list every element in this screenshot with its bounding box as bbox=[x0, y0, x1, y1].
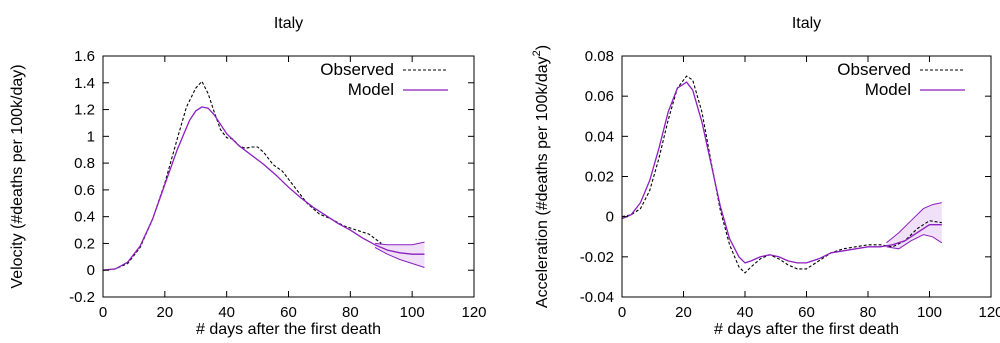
model-confidence-band bbox=[375, 242, 425, 268]
y-axis-label-text: Velocity (#deaths per 100k/day) bbox=[9, 64, 26, 288]
x-tick-label: 20 bbox=[156, 304, 173, 321]
y-tick-label: -0.2 bbox=[69, 289, 95, 306]
y-tick-label: 0.04 bbox=[585, 128, 614, 145]
x-tick-label: 60 bbox=[798, 304, 815, 321]
y-tick-label: 0.02 bbox=[585, 169, 614, 186]
y-axis-label-superscript: 2 bbox=[531, 50, 543, 56]
y-axis-label: Velocity (#deaths per 100k/day) bbox=[9, 64, 26, 288]
x-tick-label: 20 bbox=[675, 304, 692, 321]
y-tick-label: 0.06 bbox=[585, 88, 614, 105]
y-tick-label: 1.4 bbox=[74, 75, 95, 92]
series-line-model bbox=[621, 81, 942, 264]
y-axis-label: Acceleration (#deaths per 100k/day2) bbox=[531, 45, 551, 308]
y-tick-label: 0.8 bbox=[74, 155, 95, 172]
y-tick-label: 1.6 bbox=[74, 48, 95, 65]
x-tick-label: 120 bbox=[461, 304, 486, 321]
legend-label-model: Model bbox=[348, 80, 394, 99]
series-line-model bbox=[102, 106, 425, 271]
legend-label-observed: Observed bbox=[320, 60, 394, 79]
x-tick-label: 100 bbox=[917, 304, 942, 321]
x-tick-label: 0 bbox=[618, 304, 626, 321]
x-axis-label: # days after the first death bbox=[196, 321, 381, 338]
x-tick-label: 40 bbox=[218, 304, 235, 321]
x-tick-label: 80 bbox=[860, 304, 877, 321]
y-tick-label: -0.02 bbox=[580, 249, 614, 266]
legend-label-observed: Observed bbox=[837, 60, 911, 79]
series-line-observed bbox=[621, 75, 942, 274]
y-tick-label: 0.4 bbox=[74, 209, 95, 226]
chart-panel-1: 0 20 40 60 80 100 120-0.200.20.40.60.811.21.41… bbox=[9, 15, 487, 338]
y-tick-label: 0 bbox=[87, 262, 95, 279]
y-axis-label-close: ) bbox=[534, 45, 551, 50]
x-tick-label: 0 bbox=[99, 304, 107, 321]
x-tick-label: 40 bbox=[737, 304, 754, 321]
x-tick-label: 80 bbox=[342, 304, 359, 321]
band-upper-line bbox=[886, 202, 942, 244]
band-upper-line bbox=[375, 241, 425, 246]
chart-panel-2: 0 20 40 60 80 100 120 -0.04 -0.02 0 0.02 0.04 0.06 0.… bbox=[531, 15, 1000, 338]
y-tick-label: 0.2 bbox=[74, 235, 95, 252]
series-line-observed bbox=[102, 80, 382, 271]
x-tick-label: 100 bbox=[400, 304, 425, 321]
y-axis-label-text: Acceleration (#deaths per 100k/day bbox=[534, 56, 551, 308]
y-tick-label: -0.04 bbox=[580, 289, 614, 306]
plot-frame bbox=[621, 55, 992, 298]
band-lower-line bbox=[886, 234, 943, 250]
y-tick-label: 0 bbox=[606, 209, 614, 226]
chart-title: Italy bbox=[792, 15, 821, 32]
chart-title: Italy bbox=[274, 15, 303, 32]
y-tick-label: 0.6 bbox=[74, 182, 95, 199]
model-confidence-band bbox=[886, 202, 942, 249]
x-axis-label: # days after the first death bbox=[714, 321, 899, 338]
legend-label-model: Model bbox=[865, 80, 911, 99]
band-lower-line bbox=[374, 247, 425, 268]
x-tick-label: 60 bbox=[280, 304, 297, 321]
y-tick-label: 0.08 bbox=[585, 48, 614, 65]
y-tick-label: 1 bbox=[87, 128, 95, 145]
y-tick-label: 1.2 bbox=[74, 102, 95, 119]
x-tick-label: 120 bbox=[978, 304, 1000, 321]
